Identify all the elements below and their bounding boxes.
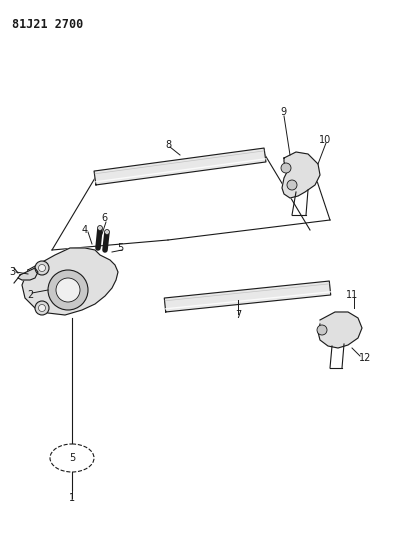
Text: 6: 6 bbox=[101, 213, 107, 223]
Text: 9: 9 bbox=[280, 107, 286, 117]
Polygon shape bbox=[22, 248, 118, 315]
Text: 5: 5 bbox=[69, 453, 75, 463]
Circle shape bbox=[98, 225, 102, 230]
Text: 5: 5 bbox=[117, 243, 123, 253]
Ellipse shape bbox=[50, 444, 94, 472]
Text: 12: 12 bbox=[359, 353, 371, 363]
Polygon shape bbox=[18, 268, 38, 280]
Circle shape bbox=[39, 304, 45, 311]
Polygon shape bbox=[164, 281, 331, 312]
Text: 10: 10 bbox=[319, 135, 331, 145]
Text: 2: 2 bbox=[27, 290, 33, 300]
Circle shape bbox=[48, 270, 88, 310]
Text: 7: 7 bbox=[235, 310, 241, 320]
Text: 81J21 2700: 81J21 2700 bbox=[12, 18, 83, 31]
Polygon shape bbox=[282, 152, 320, 198]
Circle shape bbox=[35, 261, 49, 275]
Circle shape bbox=[317, 325, 327, 335]
Circle shape bbox=[105, 230, 109, 235]
Polygon shape bbox=[318, 312, 362, 348]
Text: 4: 4 bbox=[82, 225, 88, 235]
Text: 1: 1 bbox=[69, 493, 75, 503]
Circle shape bbox=[287, 180, 297, 190]
Circle shape bbox=[39, 264, 45, 271]
Text: 11: 11 bbox=[346, 290, 358, 300]
Text: 8: 8 bbox=[165, 140, 171, 150]
Polygon shape bbox=[94, 148, 266, 185]
Circle shape bbox=[56, 278, 80, 302]
Circle shape bbox=[35, 301, 49, 315]
Text: 3: 3 bbox=[9, 267, 15, 277]
Circle shape bbox=[281, 163, 291, 173]
